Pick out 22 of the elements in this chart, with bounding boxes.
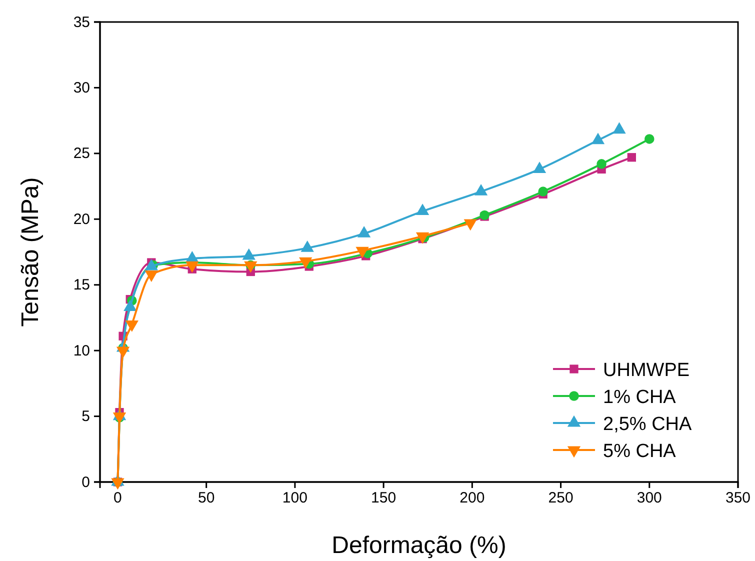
x-axis-title: Deformação (%) (332, 532, 506, 559)
legend-label: UHMWPE (603, 360, 690, 381)
y-tick-label: 15 (73, 276, 90, 294)
x-tick-label: 100 (282, 490, 308, 507)
legend-label: 5% CHA (603, 441, 676, 462)
y-tick-label: 0 (82, 474, 90, 491)
y-tick-label: 25 (73, 145, 90, 162)
y-tick-label: 30 (73, 80, 90, 97)
x-tick-label: 200 (460, 490, 485, 507)
y-tick-label: 5 (82, 408, 90, 426)
y-axis-title: Tensão (MPa) (17, 177, 44, 327)
x-tick-label: 350 (725, 490, 751, 507)
x-tick-label: 250 (548, 490, 574, 507)
y-tick-label: 10 (73, 342, 90, 360)
x-tick-label: 0 (114, 490, 122, 507)
y-tick-label: 35 (73, 14, 90, 31)
legend-label: 1% CHA (603, 387, 676, 408)
x-tick-label: 50 (198, 490, 215, 507)
x-tick-label: 150 (371, 490, 396, 507)
x-tick-label: 300 (636, 490, 662, 507)
y-tick-label: 20 (73, 210, 90, 228)
legend-label: 2,5% CHA (603, 414, 692, 435)
